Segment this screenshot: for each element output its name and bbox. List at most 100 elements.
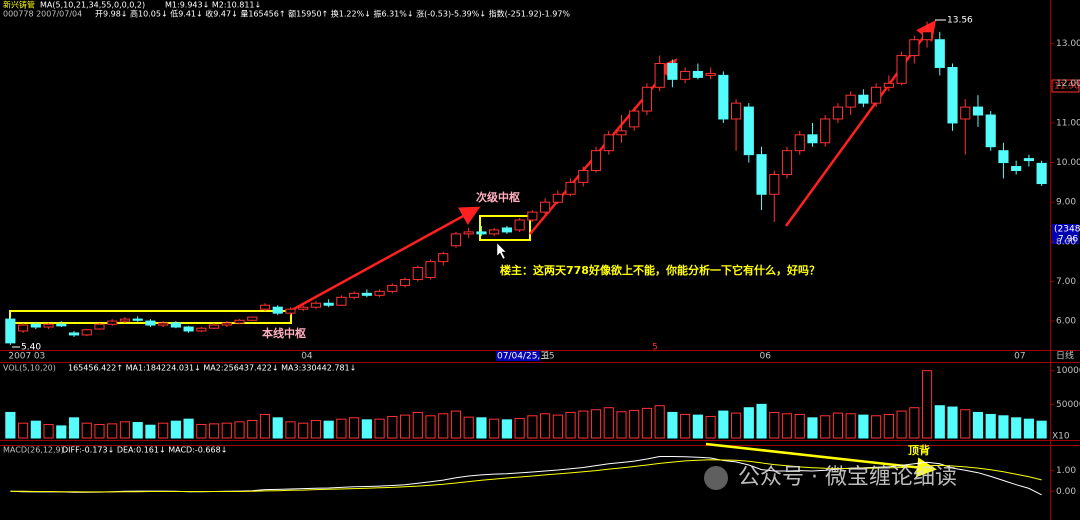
candle-down — [145, 320, 156, 326]
candle-up — [960, 106, 971, 120]
candle-down — [756, 154, 767, 195]
volume-bar — [590, 409, 602, 439]
volume-bar — [858, 414, 869, 439]
volume-bar — [1023, 418, 1034, 439]
volume-bar — [30, 420, 41, 439]
marker: 5 — [652, 343, 658, 353]
candle-up — [107, 320, 118, 325]
y-tick-label: 9.00 — [1056, 198, 1076, 208]
x-tick-label: 05 — [543, 352, 554, 362]
candle-up — [590, 150, 602, 171]
candle-up — [221, 322, 232, 326]
sub-pivot-box — [479, 215, 531, 241]
volume-bar — [145, 424, 156, 439]
divergence-label: 顶背 — [908, 443, 930, 457]
volume-bar — [183, 418, 194, 439]
volume-bar — [501, 419, 512, 439]
period: 日线 — [1056, 350, 1074, 362]
x-tick-label: 2007 — [8, 352, 31, 362]
candle-up — [349, 292, 360, 298]
volume-bar — [960, 409, 971, 439]
candle-down — [858, 94, 869, 104]
volume-bar — [323, 420, 334, 439]
volume-bar — [947, 406, 958, 439]
candle-up — [883, 82, 894, 88]
candle-up — [412, 267, 423, 280]
candle-up — [43, 323, 54, 328]
candle-up — [285, 308, 296, 314]
candle-down — [947, 66, 958, 124]
watermark: 公众号 · 微宝缠论细读 — [738, 465, 957, 490]
candle-up — [565, 181, 576, 195]
volume-bar — [18, 422, 29, 439]
candle-down — [5, 318, 16, 344]
candle-up — [425, 261, 436, 278]
candle-down — [934, 39, 945, 68]
candle-up — [680, 70, 691, 80]
volume-bar — [832, 412, 844, 439]
volume-bar — [718, 410, 729, 439]
candle-down — [323, 302, 334, 306]
volume-bar — [285, 421, 296, 439]
candle-up — [463, 231, 474, 235]
candle-down — [68, 332, 80, 336]
volume-bar — [629, 409, 640, 439]
candle-down — [30, 323, 41, 328]
volume-bar — [603, 407, 614, 439]
volume-bar — [883, 413, 894, 439]
candle-up — [94, 323, 105, 330]
divergence-arrow — [705, 442, 937, 478]
y-tick-label: 0.00 — [1056, 487, 1076, 497]
candle-up — [794, 134, 805, 152]
candle-down — [272, 306, 283, 314]
volume-bar — [81, 422, 92, 439]
volume-bar — [107, 423, 118, 439]
y-tick-label: 8.00 — [1056, 237, 1076, 247]
volume-bar — [272, 417, 283, 439]
volume-bar — [43, 424, 54, 439]
volume-bar — [845, 413, 856, 439]
volume-bar — [730, 412, 742, 439]
candle-up — [158, 322, 169, 326]
candle-up — [641, 86, 653, 112]
candle-up — [845, 94, 856, 108]
cursor-date-box — [496, 351, 540, 361]
candle-up — [527, 211, 538, 221]
candle-down — [56, 323, 67, 327]
volume-bar — [247, 420, 258, 439]
y-tick-label: 6.00 — [1056, 317, 1076, 327]
candle-down — [170, 322, 181, 328]
candle-up — [489, 229, 500, 235]
question: 楼主：这两天778好像欲上不能，你能分析一下它有什么，好吗？ — [500, 263, 820, 277]
volume-bar — [641, 407, 653, 439]
volume-bar — [374, 418, 385, 439]
macd-line — [10, 459, 1042, 493]
candle-up — [387, 284, 398, 292]
volume-bar — [680, 413, 691, 439]
volume-bar — [170, 420, 181, 439]
candle-up — [310, 302, 322, 308]
candle-up — [909, 39, 920, 57]
volume-bar — [298, 422, 309, 439]
candle-up — [896, 55, 907, 84]
volume-bar — [158, 422, 169, 439]
candle-up — [514, 219, 525, 231]
candle-up — [259, 304, 271, 310]
candle-up — [196, 327, 207, 332]
volume-bar — [820, 415, 831, 439]
watermark-icon — [704, 466, 728, 490]
candle-down — [1036, 162, 1047, 185]
y-tick-label: 12.00 — [1056, 79, 1080, 89]
volume-bar — [119, 421, 131, 439]
volume-bar — [985, 413, 996, 439]
vol-title: VOL(5,10,20) — [3, 364, 56, 373]
candle-up — [18, 324, 29, 332]
volume-bar — [438, 413, 449, 439]
x-tick-label: 03 — [34, 352, 45, 362]
tag-bottom-box — [1052, 224, 1079, 244]
volume-bar — [387, 415, 398, 439]
volume-bar — [769, 411, 780, 439]
candle-up — [374, 290, 385, 296]
high-label: 13.56 — [947, 16, 973, 26]
